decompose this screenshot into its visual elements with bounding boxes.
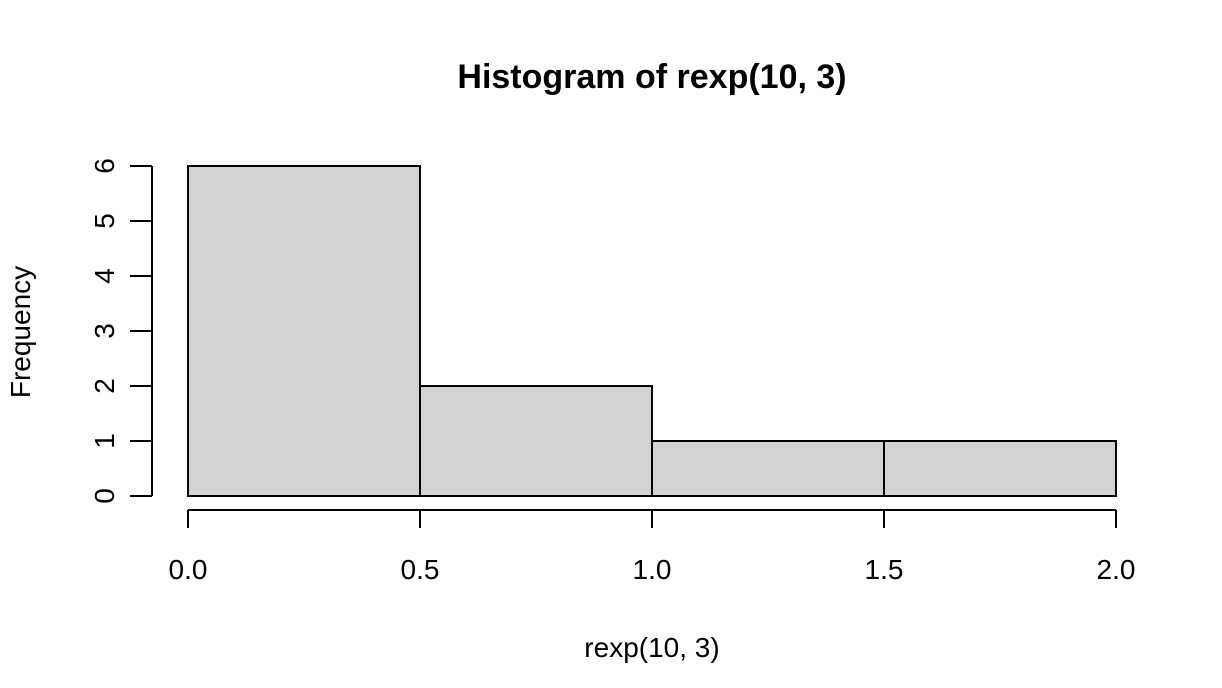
histogram-bar xyxy=(419,385,653,497)
y-tick-label: 4 xyxy=(89,268,120,284)
x-tick-label: 2.0 xyxy=(1097,554,1136,585)
y-tick-label: 1 xyxy=(89,433,120,449)
histogram-bar xyxy=(187,165,421,497)
y-tick-label: 5 xyxy=(89,213,120,229)
chart-title: Histogram of rexp(10, 3) xyxy=(457,58,846,96)
x-axis: 0.0 0.5 1.0 1.5 2.0 xyxy=(169,509,1136,585)
bars-group xyxy=(187,165,1117,497)
y-axis-label: Frequency xyxy=(5,266,36,398)
y-tick-label: 0 xyxy=(89,488,120,504)
x-tick-label: 1.0 xyxy=(633,554,672,585)
x-tick-label: 0.5 xyxy=(401,554,440,585)
histogram-bar xyxy=(883,440,1117,497)
histogram-bar xyxy=(651,440,885,497)
y-tick-label: 2 xyxy=(89,378,120,394)
y-axis: 0 1 2 3 4 5 6 xyxy=(89,158,153,504)
y-tick-label: 3 xyxy=(89,323,120,339)
x-tick-label: 1.5 xyxy=(865,554,904,585)
x-axis-label: rexp(10, 3) xyxy=(584,632,719,663)
x-tick-label: 0.0 xyxy=(169,554,208,585)
y-tick-label: 6 xyxy=(89,158,120,174)
